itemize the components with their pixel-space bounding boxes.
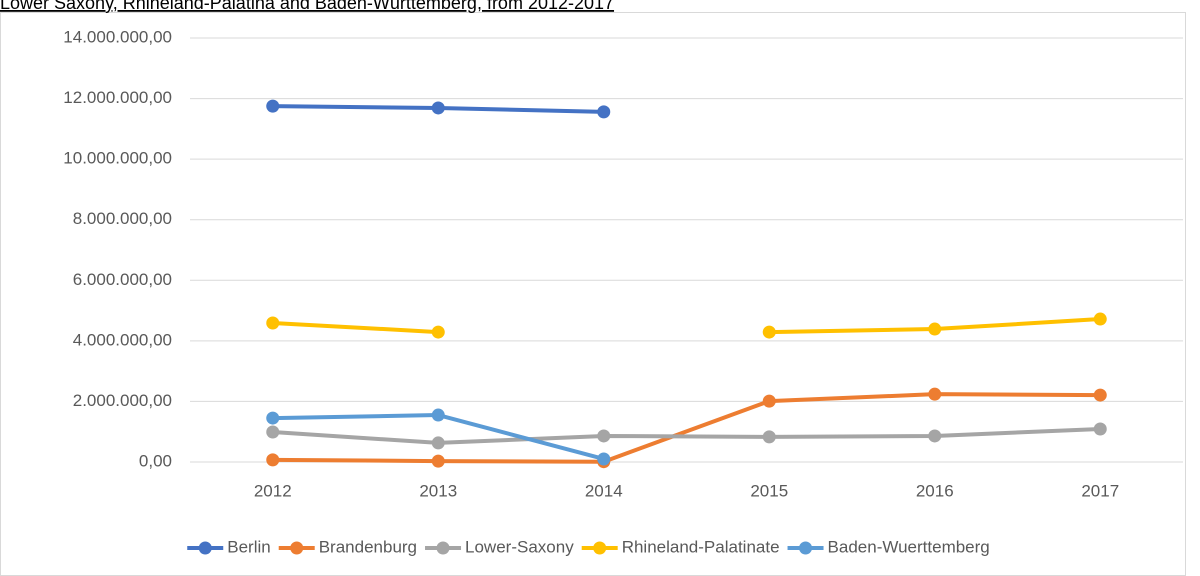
- x-tick-label: 2012: [254, 481, 292, 500]
- data-point: [266, 453, 280, 467]
- y-tick-label: 8.000.000,00: [73, 209, 172, 228]
- legend-item: Baden-Wuerttemberg: [787, 537, 990, 556]
- legend-item: Berlin: [187, 537, 271, 556]
- data-point: [1093, 312, 1107, 326]
- data-point: [431, 454, 445, 468]
- data-point: [266, 425, 280, 439]
- data-point: [431, 408, 445, 422]
- legend-label: Rhineland-Palatinate: [622, 537, 780, 556]
- data-point: [1093, 388, 1107, 402]
- chart-title: Lower Saxony, Rhineland-Palatina and Bad…: [0, 0, 614, 13]
- legend-item: Brandenburg: [278, 537, 417, 556]
- legend-marker: [593, 541, 607, 555]
- x-tick-label: 2016: [916, 481, 954, 500]
- data-point: [597, 105, 611, 119]
- legend-item: Rhineland-Palatinate: [581, 537, 780, 556]
- data-point: [928, 322, 942, 336]
- data-point: [1093, 422, 1107, 436]
- legend-marker: [436, 541, 450, 555]
- data-point: [597, 452, 611, 466]
- data-point: [928, 429, 942, 443]
- legend-label: Berlin: [227, 537, 270, 556]
- legend-label: Lower-Saxony: [465, 537, 574, 556]
- series-line: [272, 392, 1101, 464]
- data-point: [597, 429, 611, 443]
- data-point: [762, 394, 776, 408]
- x-tick-label: 2017: [1081, 481, 1119, 500]
- legend-marker: [198, 541, 212, 555]
- y-tick-label: 4.000.000,00: [73, 330, 172, 349]
- x-tick-label: 2013: [419, 481, 457, 500]
- legend-marker: [799, 541, 813, 555]
- legend-item: Lower-Saxony: [425, 537, 574, 556]
- data-point: [928, 387, 942, 401]
- legend-label: Brandenburg: [319, 537, 417, 556]
- y-tick-label: 0,00: [139, 451, 172, 470]
- data-point: [431, 325, 445, 339]
- data-point: [266, 316, 280, 330]
- y-tick-label: 2.000.000,00: [73, 391, 172, 410]
- x-tick-label: 2015: [750, 481, 788, 500]
- data-point: [762, 430, 776, 444]
- x-tick-label: 2014: [585, 481, 623, 500]
- data-point: [431, 436, 445, 450]
- data-point: [762, 325, 776, 339]
- data-point: [266, 99, 280, 113]
- data-point: [431, 101, 445, 115]
- y-tick-label: 14.000.000,00: [63, 27, 172, 46]
- y-tick-label: 6.000.000,00: [73, 270, 172, 289]
- chart-frame: [0, 12, 1186, 576]
- data-point: [266, 411, 280, 425]
- y-tick-label: 12.000.000,00: [63, 88, 172, 107]
- legend-marker: [290, 541, 304, 555]
- legend-label: Baden-Wuerttemberg: [828, 537, 990, 556]
- series-line: [272, 426, 1101, 445]
- y-tick-label: 10.000.000,00: [63, 149, 172, 168]
